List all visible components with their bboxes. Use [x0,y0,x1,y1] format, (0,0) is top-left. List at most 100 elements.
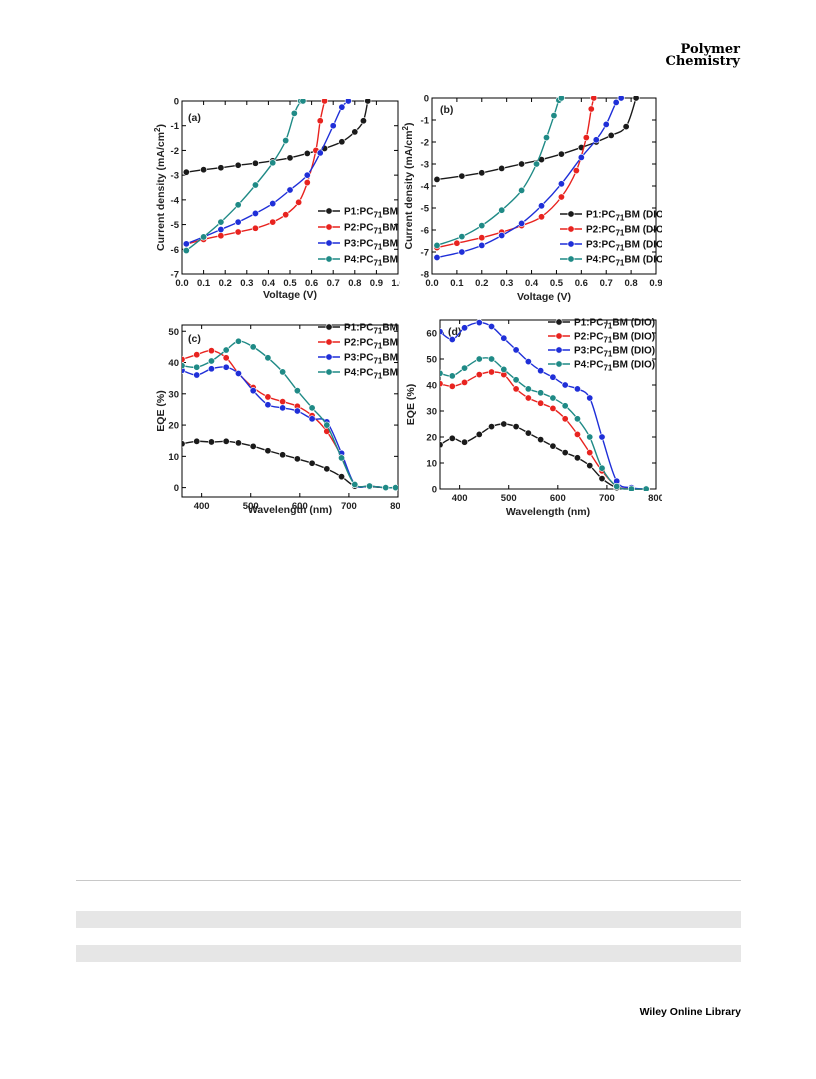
x-tick-label: 0.8 [348,278,361,289]
data-point-p1 [537,436,545,444]
data-point-p4 [433,241,441,249]
data-point-p4 [561,402,569,410]
data-point-p3 [500,334,508,342]
legend-marker-p2 [325,223,333,231]
y-tick-label: -1 [421,116,430,127]
series-line-p1 [186,100,369,173]
data-point-p2 [524,394,532,402]
data-point-p3 [207,365,215,373]
data-point-p1 [598,475,606,483]
data-point-p2 [587,105,595,113]
x-axis-title: Voltage (V) [263,289,317,301]
x-tick-label: 1.0 [391,278,400,289]
chart-panel-d: 400 500 600 700 800 0 10 20 30 40 50 60 Wavelength (… [405,318,662,519]
chart-panel-c: 400 500 600 700 800 0 10 20 30 40 50 Wavelength (nm… [155,323,400,517]
data-point-p4 [533,160,541,168]
data-point-p1 [264,447,272,455]
data-point-p3 [303,171,311,179]
data-point-p4 [500,365,508,373]
legend-label-p2: P2:PC71BM (DIO) [586,225,662,238]
data-point-p2 [264,393,272,401]
series-line-p4 [436,97,562,247]
plot-frame [439,319,657,490]
legend-marker-p2 [325,338,333,346]
data-point-p4 [586,433,594,441]
y-tick-label: 0 [174,97,179,108]
data-point-p2 [537,399,545,407]
data-point-p3 [557,180,565,188]
data-point-p4 [366,482,374,490]
data-point-p1 [557,150,565,158]
data-point-p3 [329,122,337,130]
series-line-p4 [182,340,396,489]
y-tick-label: -2 [171,146,179,157]
data-point-p4 [537,389,545,397]
y-tick-label: -6 [171,245,179,256]
data-point-p2 [453,239,461,247]
x-tick-label: 0.9 [370,278,383,289]
data-point-p1 [359,117,367,125]
y-tick-label: 0 [432,485,437,496]
data-point-p1 [338,473,346,481]
data-point-p2 [561,415,569,423]
data-point-p1 [498,164,506,172]
data-point-p4 [488,355,496,363]
y-tick-label: 10 [426,459,437,470]
x-tick-label: 0.3 [240,278,253,289]
chart-panel-a: 0.0 0.1 0.2 0.3 0.4 0.5 0.6 0.7 0.8 0.9 1.0 0 -1 -2 -3… [153,97,400,302]
x-tick-label: 0.1 [197,278,211,289]
y-tick-label: 40 [168,358,179,369]
x-tick-label: 0.4 [525,278,539,289]
data-point-p2 [440,380,444,388]
x-tick-label: 800 [390,501,400,512]
y-axis-title: Current density (mA/cm2) [153,124,167,251]
y-tick-label: 20 [426,433,437,444]
data-point-p3 [264,401,272,409]
data-point-p3 [461,324,469,332]
data-point-p1 [193,437,201,445]
data-point-p3 [478,241,486,249]
legend-label-p3: P3:PC71BM (DIO) [586,240,662,253]
data-point-p3 [344,99,352,105]
data-point-p2 [269,218,277,226]
data-point-p4 [207,357,215,365]
data-point-p2 [303,179,311,187]
data-point-p3 [592,136,600,144]
legend-label-p2: P2:PC71BM (DIO) [574,332,655,345]
series-line-p3 [186,100,349,245]
data-point-p2 [316,117,324,125]
data-point-p1 [308,459,316,467]
data-point-p4 [234,201,242,209]
legend-label-p1: P1:PC71BM [344,207,398,220]
data-point-p3 [475,319,483,327]
x-tick-label: 400 [452,493,468,504]
data-point-p2 [475,371,483,379]
data-point-p4 [279,368,287,376]
data-point-p4 [269,159,277,167]
data-point-p4 [550,112,558,120]
legend-label-p3: P3:PC71BM [344,353,398,366]
data-point-p2 [488,368,496,376]
data-point-p2 [590,96,598,102]
data-point-p1 [458,172,466,180]
data-point-p1 [478,169,486,177]
data-point-p4 [573,415,581,423]
y-tick-label: -7 [171,270,179,281]
data-point-p3 [458,248,466,256]
x-tick-label: 0.0 [425,278,438,289]
data-point-p1 [251,159,259,167]
x-tick-label: 0.4 [262,278,276,289]
data-point-p1 [338,138,346,146]
data-point-p4 [613,482,621,490]
legend-label-p4: P4:PC71BM [344,255,398,268]
data-point-p4 [293,387,301,395]
legend-marker-p1 [325,207,333,215]
data-point-p1 [549,442,557,450]
data-point-p3 [512,346,520,354]
data-point-p2 [557,193,565,201]
data-point-p2 [295,198,303,206]
legend-label-p1: P1:PC71BM [344,323,398,336]
x-tick-label: 0.7 [327,278,340,289]
legend-label-p4: P4:PC71BM (DIO) [574,360,655,373]
x-tick-label: 0.8 [625,278,638,289]
